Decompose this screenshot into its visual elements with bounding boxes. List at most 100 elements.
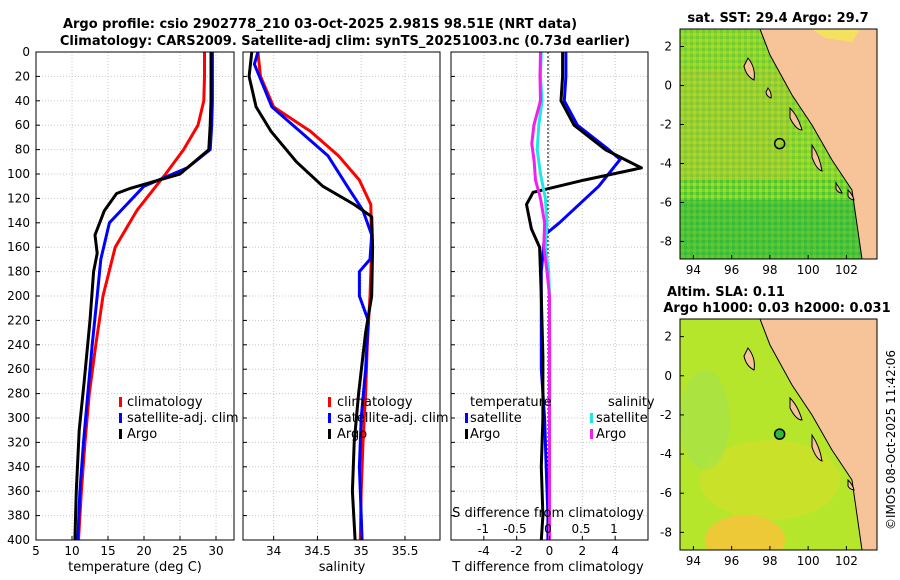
lon-tick-label: 98 (762, 263, 777, 277)
sst-island-small (765, 87, 772, 99)
series-line-argo (73, 52, 213, 540)
diff-legend-salinity-header: salinity (608, 395, 655, 410)
s-tick-label: 0.5 (571, 522, 590, 536)
series-line-t-argo (525, 52, 643, 540)
lat-tick-label: -6 (660, 195, 672, 209)
imos-credit: ©IMOS 08-Oct-2025 11:42:06 (884, 350, 898, 530)
series-line-t-satellite (539, 52, 622, 540)
sla-land-sumatra (759, 319, 877, 550)
lat-tick-label: -2 (660, 118, 672, 132)
sla-map: Altim. SLA: 0.11 Argo h1000: 0.03 h2000:… (660, 285, 891, 568)
legend-argo-label: Argo (127, 427, 157, 442)
lon-tick-label: 96 (724, 554, 739, 568)
x-tick-label: 0 (546, 544, 554, 558)
lat-tick-label: -4 (660, 156, 672, 170)
x-tick-label: 10 (64, 544, 79, 558)
sst-map-ticks: 94 96 98 100 102 2 0 -2 -4 -6 -8 (660, 40, 858, 277)
depth-tick-label: 160 (7, 240, 30, 254)
sst-island-pagai (835, 181, 843, 194)
difference-ticks: -4 -2 0 2 4 (451, 51, 619, 558)
x-tick-label: 15 (100, 544, 115, 558)
sla-argo-location-marker (773, 428, 786, 440)
salinity-axes-frame (242, 51, 441, 541)
sla-map-ticks: 94 96 98 100 102 2 0 -2 -4 -6 -8 (660, 330, 858, 568)
series-line-argo (247, 52, 375, 540)
sst-island-siberut (811, 143, 823, 172)
lon-tick-label: 96 (724, 263, 739, 277)
legend-satellite-swatch (119, 413, 122, 423)
lon-tick-label: 94 (686, 263, 701, 277)
sla-map-title-line2: Argo h1000: 0.03 h2000: 0.031 (663, 301, 890, 316)
sla-peak-patch (705, 515, 785, 550)
depth-tick-label: 60 (15, 118, 30, 132)
x-tick-label: -2 (511, 544, 523, 558)
series-line-satellite-adj-clim (252, 52, 374, 540)
lat-tick-label: -8 (660, 525, 672, 539)
temperature-legend: climatology satellite-adj. clim Argo (119, 395, 239, 442)
diff-legend-s-satellite-swatch (590, 413, 593, 423)
depth-tick-label: 80 (15, 143, 30, 157)
salinity-lines (247, 52, 375, 540)
diff-legend-t-satellite-label: satellite (470, 411, 522, 426)
sst-island-enggano (847, 188, 855, 201)
diff-legend-temperature-header: temperature (470, 395, 552, 410)
sst-map-title: sat. SST: 29.4 Argo: 29.7 (687, 11, 868, 26)
lat-tick-label: -6 (660, 486, 672, 500)
sla-high-patch (700, 440, 840, 520)
sst-map-field (680, 29, 877, 259)
salinity-xlabel: salinity (319, 560, 366, 575)
depth-tick-label: 320 (7, 435, 30, 449)
sla-island-siberut (811, 433, 823, 462)
figure-title-line2: Climatology: CARS2009. Satellite-adj cli… (60, 34, 630, 49)
legend-climatology-swatch (119, 397, 122, 407)
temperature-lines (73, 52, 214, 540)
depth-tick-label: 220 (7, 313, 30, 327)
temperature-xlabel: temperature (deg C) (68, 560, 202, 575)
sal-legend-satellite-label: satellite-adj. clim (337, 411, 449, 426)
sla-map-field (680, 319, 877, 550)
lat-tick-label: -8 (660, 234, 672, 248)
depth-tick-label: 100 (7, 167, 30, 181)
x-tick-label: 20 (136, 544, 151, 558)
sla-island-enggano (847, 478, 855, 491)
depth-tick-label: 300 (7, 411, 30, 425)
temperature-panel: 0 20 40 60 80 100 120 140 160 180 200 220 240 260 280 3… (7, 45, 239, 575)
diff-legend-t-satellite-swatch (465, 413, 468, 423)
series-line-s-argo (530, 52, 551, 540)
depth-tick-label: 260 (7, 362, 30, 376)
sal-legend-argo-label: Argo (337, 427, 367, 442)
sla-low-patch (680, 370, 730, 470)
diff-legend-s-satellite-label: satellite (596, 411, 648, 426)
lat-tick-label: 0 (664, 79, 672, 93)
figure-title-line1: Argo profile: csio 2902778_210 03-Oct-20… (63, 17, 577, 32)
x-tick-label: 30 (208, 544, 223, 558)
depth-tick-label: 360 (7, 484, 30, 498)
lat-tick-label: -2 (660, 408, 672, 422)
diff-legend-t-argo-swatch (465, 429, 468, 439)
x-tick-label: 34 (266, 544, 281, 558)
depth-tick-label: 400 (7, 533, 30, 547)
depth-tick-label: 340 (7, 460, 30, 474)
difference-s-tick-labels: -1 -0.5 0 0.5 1 (477, 522, 618, 536)
x-tick-label: 25 (172, 544, 187, 558)
sst-map: sat. SST: 29.4 Argo: 29.7 94 96 98 100 102 2 0… (660, 11, 878, 277)
salinity-ticks: 34 34.5 35 35.5 (243, 51, 419, 558)
sst-land-sumatra (759, 29, 877, 259)
sst-island-nias (789, 106, 803, 131)
lat-tick-label: 2 (664, 40, 672, 54)
x-tick-label: 2 (579, 544, 587, 558)
temperature-grid (35, 51, 234, 541)
x-tick-label: 35 (354, 544, 369, 558)
x-tick-label: 34.5 (304, 544, 331, 558)
lat-tick-label: 0 (664, 369, 672, 383)
difference-lines (525, 52, 643, 540)
x-tick-label: 35.5 (392, 544, 419, 558)
difference-legend: temperature satellite Argo salinity sate… (465, 395, 655, 442)
depth-tick-label: 180 (7, 265, 30, 279)
depth-tick-label: 380 (7, 509, 30, 523)
sla-map-title-line1: Altim. SLA: 0.11 (667, 285, 785, 300)
sal-legend-argo-swatch (328, 429, 331, 439)
sal-legend-climatology-label: climatology (337, 395, 413, 410)
sst-warm-patch (680, 70, 790, 180)
